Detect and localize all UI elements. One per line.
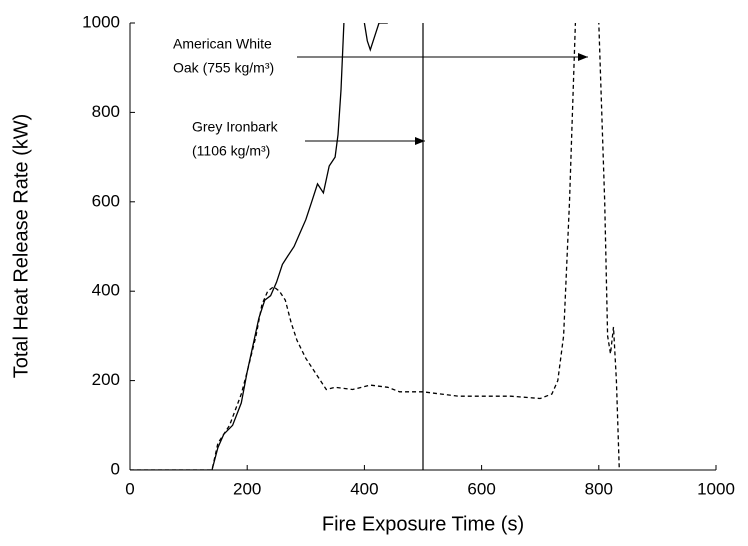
y-tick-label: 200 [92,370,120,389]
x-tick-label: 0 [125,479,134,498]
y-tick-label: 400 [92,281,120,300]
series-line [130,23,620,470]
annotation: Grey Ironbark [192,119,279,135]
y-tick-label: 600 [92,191,120,210]
annotation: (1106 kg/m³) [192,143,270,159]
x-tick-label: 800 [585,479,613,498]
x-tick-label: 1000 [697,479,735,498]
x-tick-label: 600 [467,479,495,498]
series-line [130,23,388,470]
annotation: Oak (755 kg/m³) [173,60,274,76]
x-tick-label: 400 [350,479,378,498]
x-tick-label: 200 [233,479,261,498]
x-axis-title: Fire Exposure Time (s) [322,513,524,535]
y-axis-title: Total Heat Release Rate (kW) [10,114,32,379]
y-tick-label: 800 [92,102,120,121]
annotation: American White [173,36,272,52]
y-tick-label: 1000 [82,12,120,31]
y-tick-label: 0 [111,459,120,478]
